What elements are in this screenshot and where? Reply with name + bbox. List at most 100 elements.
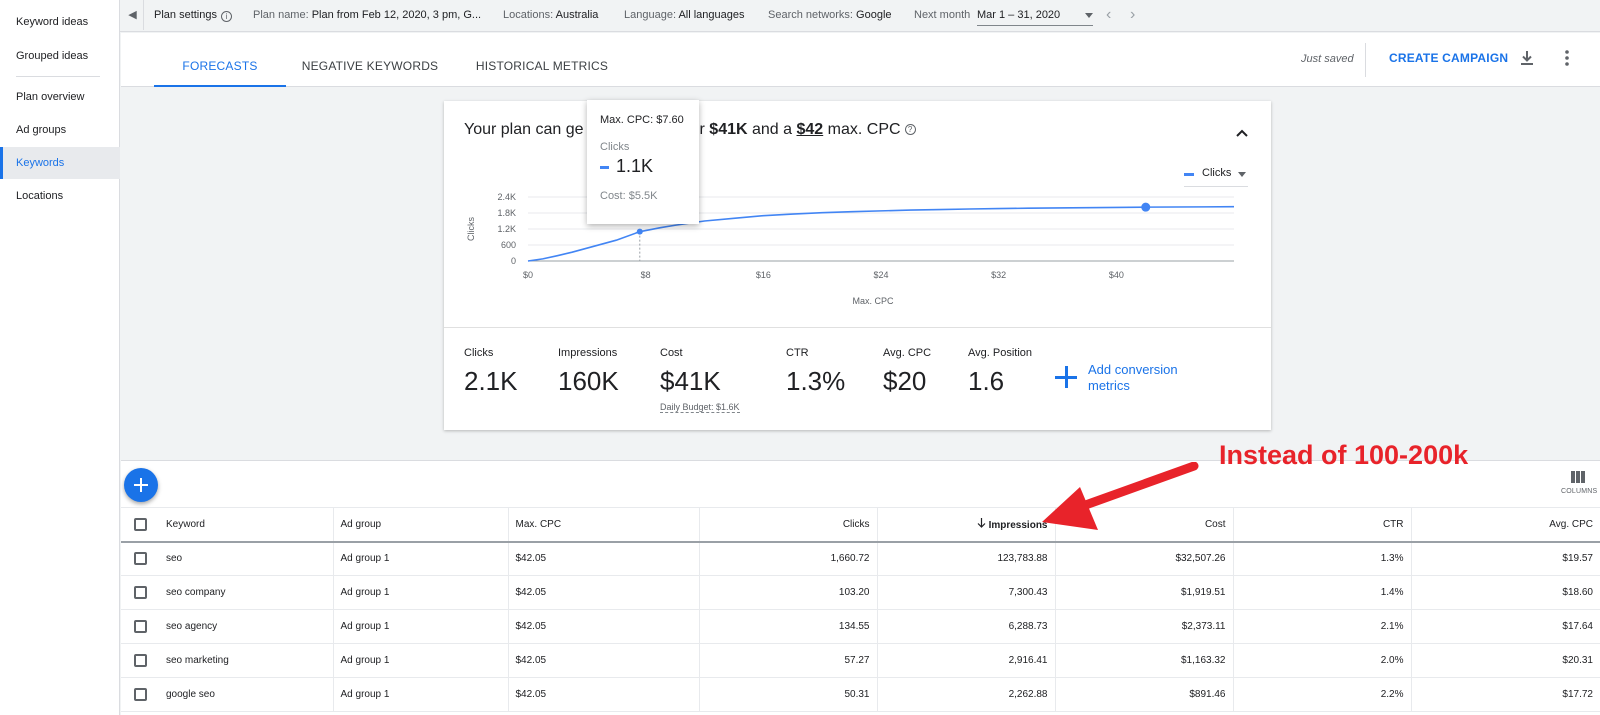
annotation-text: Instead of 100-200k	[1219, 440, 1469, 470]
column-header-max-cpc[interactable]: Max. CPC	[508, 507, 700, 543]
column-header-ad-group[interactable]: Ad group	[333, 507, 509, 543]
tab-forecasts[interactable]: FORECASTS	[154, 33, 286, 87]
table-row[interactable]: seo Ad group 1 $42.05 1,660.72 123,783.88 $32…	[121, 541, 1600, 576]
ad-group-cell[interactable]: Ad group 1	[333, 609, 509, 644]
column-header-avg-cpc[interactable]: Avg. CPC	[1411, 507, 1600, 543]
table-row[interactable]: seo agency Ad group 1 $42.05 134.55 6,288.73…	[121, 609, 1600, 644]
max-cpc-cell[interactable]: $42.05	[508, 677, 700, 712]
keyword-cell[interactable]: seo agency	[159, 609, 334, 644]
sidebar-item-plan-overview[interactable]: Plan overview	[16, 91, 85, 103]
forecast-headline: Your plan can ge r $41K and a $42 max. CP…	[464, 121, 916, 139]
sidebar: Keyword ideas Grouped ideas Plan overvie…	[0, 0, 120, 715]
keyword-cell[interactable]: seo company	[159, 575, 334, 610]
impressions-cell: 123,783.88	[877, 541, 1056, 576]
y-tick-label: 1.8K	[497, 208, 516, 218]
cost-cell: $1,163.32	[1055, 643, 1234, 678]
plan-settings-label: Plan settings	[154, 9, 217, 21]
previous-period-chevron-icon[interactable]: ‹	[1106, 6, 1112, 23]
keyword-cell[interactable]: seo marketing	[159, 643, 334, 678]
headline-max-cpc-link[interactable]: $42	[796, 121, 824, 138]
help-icon[interactable]: ?	[904, 124, 916, 135]
row-checkbox-cell	[121, 677, 159, 712]
metric-label: Impressions	[558, 347, 618, 359]
download-icon[interactable]	[1517, 48, 1537, 68]
plan-settings-bar: ◀ Plan settings i Plan name: Plan from Fe…	[120, 0, 1600, 32]
columns-button[interactable]: COLUMNS	[1561, 471, 1597, 495]
max-cpc-cell[interactable]: $42.05	[508, 643, 700, 678]
add-keyword-fab[interactable]	[124, 468, 158, 502]
locations-setting[interactable]: Locations: Australia	[503, 0, 598, 30]
clicks-cell: 134.55	[699, 609, 878, 644]
sidebar-item-grouped-ideas[interactable]: Grouped ideas	[16, 50, 89, 62]
chart-metric-select[interactable]: Clicks	[1184, 165, 1248, 187]
plan-name-setting[interactable]: Plan name: Plan from Feb 12, 2020, 3 pm,…	[253, 0, 481, 30]
tooltip-metric-value: 1.1K	[600, 156, 686, 177]
x-tick-label: $32	[991, 270, 1006, 280]
tab-negative-keywords[interactable]: NEGATIVE KEYWORDS	[301, 59, 439, 73]
keyword-cell[interactable]: google seo	[159, 677, 334, 712]
date-range-select[interactable]: Mar 1 – 31, 2020	[977, 5, 1093, 26]
column-header-ctr[interactable]: CTR	[1233, 507, 1412, 543]
headline-cost: $41K	[709, 121, 748, 138]
headline-and: and a	[752, 121, 793, 138]
sidebar-item-keyword-ideas[interactable]: Keyword ideas	[16, 16, 89, 28]
y-axis-title: Clicks	[466, 217, 476, 241]
x-tick-label: $16	[756, 270, 771, 280]
sidebar-item-locations[interactable]: Locations	[16, 190, 64, 202]
row-checkbox[interactable]	[133, 586, 147, 599]
column-header-impressions[interactable]: Impressions	[877, 507, 1056, 543]
metric-cost: Cost $41K Daily Budget: $1.6K	[660, 347, 740, 415]
period-label: Next month	[914, 9, 971, 21]
tabs-bar: FORECASTS NEGATIVE KEYWORDS HISTORICAL M…	[121, 33, 1600, 87]
row-checkbox-cell	[121, 643, 159, 678]
column-header-clicks[interactable]: Clicks	[699, 507, 878, 543]
avg-cpc-cell: $17.72	[1411, 677, 1600, 712]
daily-budget-link[interactable]: Daily Budget: $1.6K	[660, 402, 740, 413]
table-row[interactable]: google seo Ad group 1 $42.05 50.31 2,262.88 $…	[121, 677, 1600, 712]
keywords-panel: COLUMNS Keyword Ad group Max. CPC Clicks…	[121, 460, 1600, 715]
max-cpc-cell[interactable]: $42.05	[508, 541, 700, 576]
metric-ctr: CTR 1.3%	[786, 347, 845, 397]
sidebar-item-ad-groups[interactable]: Ad groups	[16, 124, 67, 136]
legend-label: Clicks	[1202, 167, 1232, 179]
impressions-cell: 7,300.43	[877, 575, 1056, 610]
sidebar-item-keywords[interactable]: Keywords	[0, 147, 120, 179]
table-row[interactable]: seo company Ad group 1 $42.05 103.20 7,300.4…	[121, 575, 1600, 610]
hover-point-marker	[636, 228, 643, 235]
table-row[interactable]: seo marketing Ad group 1 $42.05 57.27 2,916.…	[121, 643, 1600, 678]
next-period-chevron-icon[interactable]: ›	[1130, 6, 1136, 23]
language-setting[interactable]: Language: All languages	[624, 0, 745, 30]
ad-group-cell[interactable]: Ad group 1	[333, 643, 509, 678]
plan-settings-button[interactable]: Plan settings i	[154, 0, 232, 30]
tab-historical-metrics[interactable]: HISTORICAL METRICS	[475, 59, 609, 73]
ad-group-cell[interactable]: Ad group 1	[333, 677, 509, 712]
more-vert-icon[interactable]	[1557, 48, 1577, 68]
search-networks-setting[interactable]: Search networks: Google	[768, 0, 892, 30]
tooltip-cost: Cost: $5.5K	[600, 190, 658, 202]
ad-group-cell[interactable]: Ad group 1	[333, 575, 509, 610]
info-icon[interactable]: i	[220, 11, 232, 22]
row-checkbox[interactable]	[133, 620, 147, 633]
select-all-checkbox[interactable]	[133, 517, 147, 531]
headline-middle: r	[699, 121, 705, 138]
row-checkbox[interactable]	[133, 654, 147, 667]
max-cpc-cell[interactable]: $42.05	[508, 575, 700, 610]
clicks-cell: 57.27	[699, 643, 878, 678]
avg-cpc-cell: $19.57	[1411, 541, 1600, 576]
ctr-cell: 2.1%	[1233, 609, 1412, 644]
row-checkbox[interactable]	[133, 552, 147, 566]
ad-group-cell[interactable]: Ad group 1	[333, 541, 509, 576]
collapse-sidebar-button[interactable]: ◀	[122, 0, 144, 30]
row-checkbox[interactable]	[133, 688, 147, 701]
metric-clicks: Clicks 2.1K	[464, 347, 518, 397]
collapse-chevron-up-icon[interactable]	[1234, 127, 1250, 139]
date-range-value: Mar 1 – 31, 2020	[977, 9, 1061, 21]
columns-icon	[1571, 471, 1585, 483]
keyword-cell[interactable]: seo	[159, 541, 334, 576]
forecast-chart[interactable]: 0 600 1.2K 1.8K 2.4K $0 $8 $16 $24 $32 $40 Max. CPC…	[444, 101, 1271, 327]
column-header-keyword[interactable]: Keyword	[159, 507, 334, 543]
create-campaign-button[interactable]: CREATE CAMPAIGN	[1389, 51, 1509, 65]
y-tick-label: 2.4K	[497, 192, 516, 202]
max-cpc-cell[interactable]: $42.05	[508, 609, 700, 644]
ctr-cell: 2.0%	[1233, 643, 1412, 678]
